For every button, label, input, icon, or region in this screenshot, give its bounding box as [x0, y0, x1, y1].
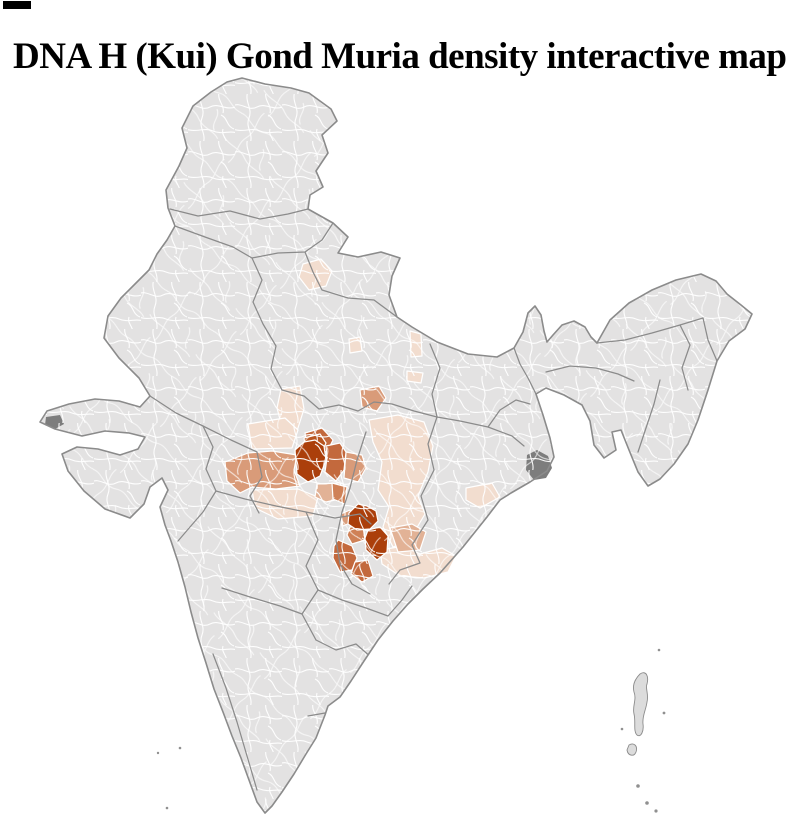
state-border: [702, 317, 718, 362]
state-border: [301, 511, 319, 641]
state-border: [221, 587, 303, 615]
state-border: [335, 431, 371, 595]
island-dot: [657, 648, 661, 652]
state-border: [169, 208, 309, 220]
india-outline: [39, 77, 753, 814]
state-border: [429, 343, 531, 428]
island-dot: [662, 711, 666, 715]
state-border: [304, 251, 398, 318]
andaman-nicobar-islands: [620, 648, 666, 813]
island-dot: [620, 727, 624, 731]
state-border: [545, 365, 635, 382]
lakshadweep-islands: [156, 746, 182, 810]
island-dot: [636, 784, 640, 788]
state-border: [679, 324, 691, 391]
state-border: [174, 222, 334, 259]
state-border: [637, 379, 661, 453]
andaman-island: [626, 743, 637, 756]
corner-mark: [3, 1, 31, 9]
state-border: [251, 257, 283, 391]
state-border: [388, 416, 438, 585]
state-borders: [149, 208, 718, 791]
page-title: DNA H (Kui) Gond Muria density interacti…: [13, 35, 787, 77]
andaman-island: [633, 672, 649, 737]
state-border: [596, 317, 704, 344]
state-border: [317, 585, 413, 617]
island-dot: [178, 746, 182, 750]
island-dot: [156, 751, 160, 755]
island-dot: [645, 801, 649, 805]
island-dot: [654, 809, 658, 813]
district-mesh: [40, 78, 752, 813]
state-border: [513, 347, 537, 395]
state-border: [149, 395, 263, 514]
island-dot: [165, 806, 169, 810]
state-border: [212, 653, 258, 791]
